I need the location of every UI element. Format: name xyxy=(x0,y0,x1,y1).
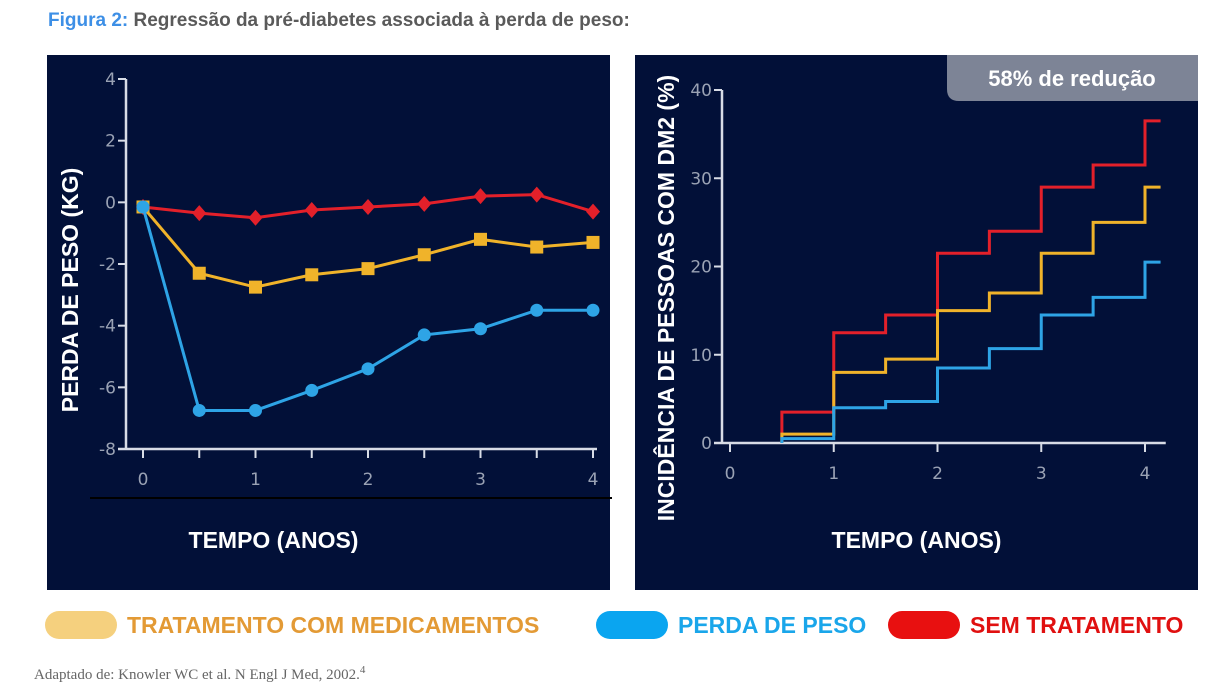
data-point xyxy=(361,362,375,376)
y-axis-label: INCIDÊNCIA DE PESSOAS COM DM2 (%) xyxy=(652,75,679,521)
x-axis-label: TEMPO (ANOS) xyxy=(832,527,1002,553)
y-tick-label: -4 xyxy=(99,317,116,337)
data-point xyxy=(305,268,319,282)
y-tick-label: 0 xyxy=(701,434,712,454)
data-point xyxy=(361,262,375,276)
data-point xyxy=(417,328,431,342)
y-tick-label: 0 xyxy=(105,193,116,213)
chart-background xyxy=(635,55,1198,590)
x-tick-label: 3 xyxy=(1036,464,1047,484)
legend-item-tratamento: TRATAMENTO COM MEDICAMENTOS xyxy=(45,610,539,640)
annotation-text: 58% de redução xyxy=(988,66,1156,91)
data-point xyxy=(473,188,488,205)
y-tick-label: -6 xyxy=(99,378,116,398)
x-tick-label: 1 xyxy=(828,464,839,484)
y-tick-label: -2 xyxy=(99,255,116,275)
series-step-line xyxy=(780,119,1161,443)
series-step-line xyxy=(780,185,1161,443)
x-tick-label: 0 xyxy=(725,464,736,484)
chart-panel-1: 4 2 0 -2 -4 -6 -8 0 1 2 3 4 TEMPO (ANOS) PERDA DE PES… xyxy=(47,55,612,590)
y-axis-label: PERDA DE PESO (KG) xyxy=(57,168,83,413)
data-point xyxy=(136,200,150,214)
data-point xyxy=(361,198,375,215)
figure-title-text: Regressão da pré-diabetes associada à pe… xyxy=(128,10,630,31)
x-tick-label: 4 xyxy=(588,470,599,490)
series-sem xyxy=(780,119,1161,443)
x-tick-label: 2 xyxy=(363,470,374,490)
data-point xyxy=(304,202,319,219)
y-tick-label: 10 xyxy=(690,346,712,366)
legend-swatch xyxy=(888,611,960,639)
y-tick-label: 4 xyxy=(105,70,116,90)
legend-label: SEM TRATAMENTO xyxy=(970,611,1184,638)
legend-swatch xyxy=(596,611,668,639)
data-point xyxy=(586,203,600,220)
y-tick-label: -8 xyxy=(99,440,116,460)
data-point xyxy=(474,322,487,336)
x-tick-label: 1 xyxy=(250,470,261,490)
figure-title: Figura 2: Regressão da pré-diabetes asso… xyxy=(48,10,630,32)
figure-label: Figura 2: xyxy=(48,10,129,31)
data-point xyxy=(249,403,262,417)
data-point xyxy=(586,303,600,317)
data-point xyxy=(305,383,319,397)
legend-swatch xyxy=(45,611,117,639)
data-point xyxy=(249,280,262,294)
source-text: Adaptado de: Knowler WC et al. N Engl J … xyxy=(34,667,360,683)
data-point xyxy=(474,232,487,246)
y-tick-label: 30 xyxy=(690,169,712,189)
legend-item-perda: PERDA DE PESO xyxy=(596,610,866,640)
data-point xyxy=(192,403,206,417)
data-point xyxy=(586,235,600,249)
data-point xyxy=(417,248,431,262)
source-note: Adaptado de: Knowler WC et al. N Engl J … xyxy=(34,664,365,684)
x-tick-label: 4 xyxy=(1140,464,1151,484)
y-tick-label: 2 xyxy=(105,132,116,152)
source-ref: 4 xyxy=(359,664,366,676)
x-axis-label: TEMPO (ANOS) xyxy=(189,527,359,553)
y-tick-label: 20 xyxy=(690,258,712,278)
data-point xyxy=(530,303,544,317)
chart-panel-2: 40 30 20 10 00 1 2 3 4 TEMPO (ANOS) INCIDÊNCIA DE … xyxy=(635,55,1198,590)
data-point xyxy=(192,205,207,222)
data-point xyxy=(417,195,432,212)
legend-label: TRATAMENTO COM MEDICAMENTOS xyxy=(127,611,540,638)
chart-background xyxy=(47,55,610,590)
series-perda xyxy=(136,200,600,417)
y-tick-label: 40 xyxy=(690,81,712,101)
x-tick-label: 3 xyxy=(475,470,486,490)
annotation-badge xyxy=(947,55,1198,101)
legend-label: PERDA DE PESO xyxy=(678,611,867,638)
series-step-line xyxy=(780,260,1161,443)
series-perda xyxy=(780,260,1161,443)
x-tick-label: 2 xyxy=(932,464,943,484)
x-tick-label: 0 xyxy=(138,470,149,490)
data-point xyxy=(248,209,263,226)
series-tratamento xyxy=(780,185,1161,443)
legend-item-sem: SEM TRATAMENTO xyxy=(888,610,1183,640)
data-point xyxy=(530,240,544,254)
data-point xyxy=(529,186,544,203)
data-point xyxy=(192,266,206,280)
